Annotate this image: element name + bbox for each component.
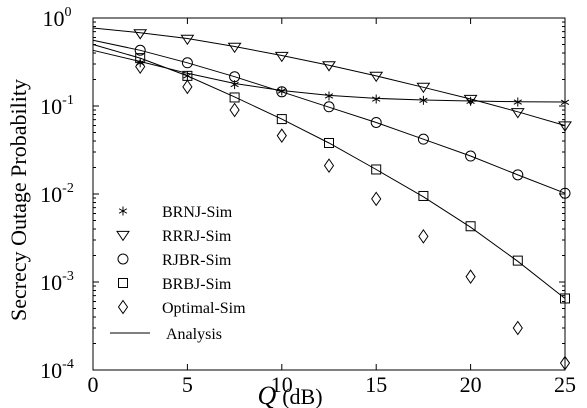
- rrrj-sim-point: [369, 71, 384, 83]
- rjbr-sim-point: [323, 101, 335, 113]
- brbj-sim-point: [465, 221, 476, 232]
- brbj-sim-point: [418, 190, 429, 201]
- optimal-sim-point: [323, 158, 335, 174]
- y-tick-label: 100: [43, 5, 72, 31]
- optimal-sim-point: [465, 269, 476, 285]
- legend-rjbr-sim-label: RJBR-Sim: [162, 252, 232, 269]
- x-tick-label: 15: [365, 372, 387, 397]
- y-tick-base: 10: [40, 358, 62, 383]
- y-tick-exponent: -1: [62, 93, 74, 108]
- y-tick-label: 10-4: [40, 357, 74, 383]
- y-tick-exponent: 0: [65, 5, 72, 20]
- rrrj-sim-point: [416, 82, 431, 94]
- legend-brnj-sim-label: BRNJ-Sim: [162, 204, 233, 221]
- rjbr-sim-point: [512, 169, 524, 181]
- y-axis-label: Secrecy Outage Probability: [6, 79, 31, 321]
- x-axis-symbol: Q: [257, 381, 276, 408]
- brnj-sim-point: [183, 71, 192, 81]
- y-tick-label: 10-1: [40, 93, 74, 119]
- y-tick-base: 10: [43, 6, 65, 31]
- legend-rrrj-sim-label: RRRJ-Sim: [162, 228, 232, 245]
- y-tick-base: 10: [40, 270, 62, 295]
- legend-brbj-sim-marker: [118, 278, 128, 288]
- legend-rjbr-sim-marker: [117, 253, 129, 265]
- optimal-sim-point: [182, 79, 193, 95]
- optimal-sim-point: [371, 191, 382, 207]
- rjbr-sim-point: [370, 116, 382, 128]
- rjbr-sim-point: [134, 44, 146, 56]
- legend-analysis-label: Analysis: [166, 326, 222, 343]
- x-tick-label: 20: [460, 372, 482, 397]
- legend-rrrj-sim-marker: [116, 230, 130, 242]
- x-tick-label: 0: [88, 372, 99, 397]
- rrrj-sim-point: [322, 61, 336, 72]
- brbj-sim-point: [276, 114, 287, 125]
- rrrj-sim-analysis-line: [92, 27, 566, 126]
- brbj-sim-point: [371, 164, 382, 175]
- legend-brbj-sim-label: BRBJ-Sim: [162, 276, 232, 293]
- y-tick-exponent: -2: [62, 181, 74, 196]
- y-tick-label: 10-2: [40, 181, 74, 207]
- y-tick-exponent: -3: [62, 269, 74, 284]
- brbj-sim-point: [324, 137, 334, 148]
- axis-ticks: [92, 17, 566, 371]
- x-tick-label: 10: [271, 372, 293, 397]
- rrrj-sim-point: [180, 34, 195, 46]
- brbj-sim-point: [512, 255, 523, 266]
- optimal-sim-point: [276, 128, 287, 144]
- brnj-sim-point: [372, 94, 381, 104]
- rjbr-sim-analysis-line: [92, 39, 566, 194]
- x-tick-label: 5: [182, 372, 193, 397]
- x-axis-unit: (dB): [282, 384, 322, 408]
- optimal-sim-point: [512, 320, 523, 336]
- brnj-sim-point: [324, 91, 334, 101]
- rrrj-sim-point: [463, 94, 478, 106]
- rrrj-sim-point: [510, 108, 525, 119]
- legend-optimal-sim-label: Optimal-Sim: [162, 300, 246, 317]
- y-tick-label: 10-3: [40, 269, 74, 295]
- rrrj-sim-point: [133, 29, 148, 40]
- x-tick-label: 25: [554, 372, 576, 397]
- legend-brnj-sim-marker: [118, 206, 128, 216]
- rjbr-sim-point: [181, 57, 193, 69]
- brbj-sim-point: [135, 53, 146, 64]
- brbj-sim-analysis-line: [92, 44, 566, 299]
- optimal-sim-point: [135, 59, 146, 75]
- brnj-sim-point: [419, 95, 428, 105]
- legend-optimal-sim-marker: [117, 299, 129, 315]
- rrrj-sim-point: [227, 42, 242, 54]
- y-tick-base: 10: [40, 182, 62, 207]
- y-tick-base: 10: [40, 94, 62, 119]
- rjbr-sim-point: [465, 150, 477, 162]
- rjbr-sim-point: [276, 86, 288, 98]
- rjbr-sim-point: [229, 71, 241, 83]
- optimal-sim-point: [229, 102, 240, 118]
- optimal-sim-point: [418, 228, 429, 244]
- y-tick-exponent: -4: [62, 357, 74, 372]
- brnj-sim-point: [513, 97, 522, 107]
- brbj-sim-point: [229, 92, 240, 103]
- rrrj-sim-point: [274, 51, 289, 63]
- legend: BRNJ-Sim RRRJ-Sim RJBR-Sim BRBJ-Sim Optimal-…: [110, 204, 246, 343]
- rjbr-sim-point: [417, 133, 429, 145]
- x-axis-label: Q (dB): [257, 381, 322, 408]
- brnj-sim-point: [277, 86, 286, 96]
- simulation-markers: [133, 29, 572, 371]
